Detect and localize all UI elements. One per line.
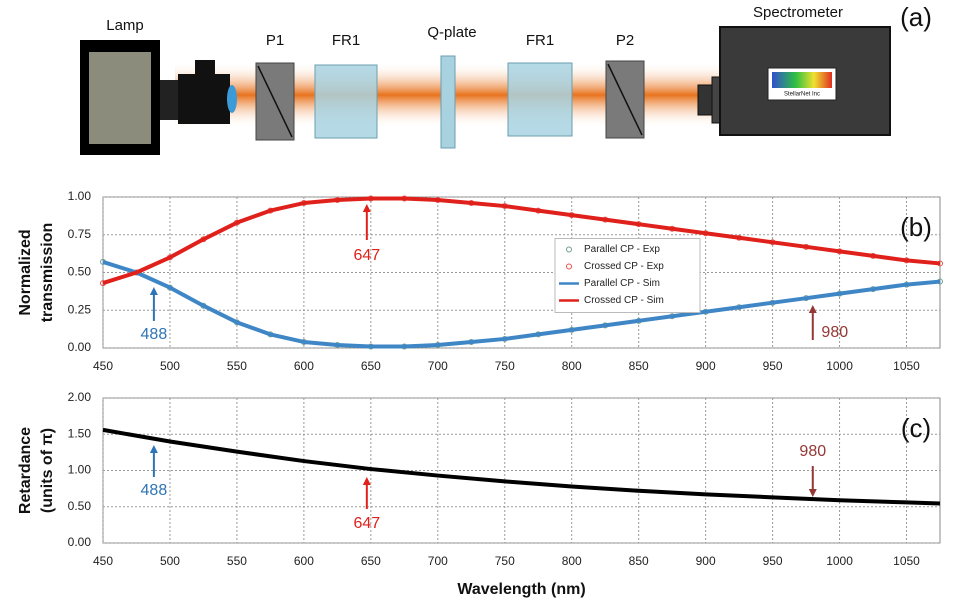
y-axis-label: Retardance	[17, 427, 34, 514]
x-tick-label: 950	[763, 359, 783, 373]
legend-label: Crossed CP - Sim	[584, 295, 664, 306]
annotation-label: 980	[799, 443, 826, 460]
panel-label: (a)	[900, 2, 932, 32]
x-tick-label: 850	[629, 359, 649, 373]
legend-label: Parallel CP - Sim	[584, 278, 660, 289]
x-tick-label: 550	[227, 359, 247, 373]
component-label: P1	[266, 32, 284, 49]
x-tick-label: 850	[629, 554, 649, 568]
x-tick-label: 500	[160, 554, 180, 568]
panel-label: (c)	[901, 413, 931, 443]
annotation-label: 488	[141, 482, 168, 499]
component-label: FR1	[526, 32, 554, 49]
y-tick-label: 0.00	[68, 535, 92, 549]
lamp-connector	[160, 80, 178, 120]
chart: 450 500 550 600 650 700 750 800 850 900 950 1000 105…	[17, 390, 940, 598]
annotation-label: 488	[141, 326, 168, 343]
panel-label: (b)	[900, 212, 932, 242]
x-tick-label: 550	[227, 554, 247, 568]
page: {"diagram": {"labels": ["Lamp", "P1", "F…	[0, 0, 954, 610]
x-tick-label: 650	[361, 359, 381, 373]
x-tick-label: 450	[93, 359, 113, 373]
x-tick-label: 900	[696, 554, 716, 568]
component-label: P2	[616, 32, 634, 49]
x-tick-label: 1050	[893, 554, 920, 568]
legend-label: Parallel CP - Exp	[584, 244, 660, 255]
component-label: Lamp	[106, 17, 144, 34]
setup-diagram: StellarNet Inc Lamp P1 FR1 Q-plate FR1 P…	[80, 2, 932, 155]
x-tick-label: 800	[562, 554, 582, 568]
x-tick-label: 800	[562, 359, 582, 373]
x-tick-label: 600	[294, 554, 314, 568]
faraday-rotator	[508, 63, 572, 136]
x-tick-label: 700	[428, 359, 448, 373]
component-label: Q-plate	[427, 24, 476, 41]
y-tick-label: 2.00	[68, 390, 92, 404]
y-tick-label: 1.50	[68, 426, 92, 440]
component-label: FR1	[332, 32, 360, 49]
faraday-rotator	[315, 65, 377, 138]
x-tick-label: 1000	[826, 554, 853, 568]
y-tick-label: 0.50	[68, 499, 92, 513]
lamp-bulb	[89, 52, 151, 144]
y-axis-label: transmission	[39, 223, 56, 323]
y-tick-label: 0.50	[68, 265, 92, 279]
y-tick-label: 0.75	[68, 227, 92, 241]
x-tick-label: 1050	[893, 359, 920, 373]
logo-text: StellarNet Inc	[784, 92, 820, 98]
annotation-label: 647	[353, 515, 380, 532]
y-tick-label: 1.00	[68, 189, 92, 203]
y-tick-label: 0.25	[68, 302, 92, 316]
x-tick-label: 900	[696, 359, 716, 373]
x-tick-label: 450	[93, 554, 113, 568]
x-tick-label: 1000	[826, 359, 853, 373]
x-tick-label: 750	[495, 554, 515, 568]
legend-label: Crossed CP - Exp	[584, 261, 664, 272]
x-tick-label: 500	[160, 359, 180, 373]
q-plate	[441, 56, 455, 148]
x-tick-label: 600	[294, 359, 314, 373]
x-tick-label: 950	[763, 554, 783, 568]
y-axis-label: Normalized	[17, 229, 34, 315]
x-tick-label: 650	[361, 554, 381, 568]
figure: StellarNet Inc Lamp P1 FR1 Q-plate FR1 P…	[0, 0, 954, 610]
annotation-label: 647	[353, 247, 380, 264]
logo-spectrum	[772, 72, 832, 88]
component-label: Spectrometer	[753, 4, 843, 21]
lamp-knob	[195, 60, 215, 74]
lamp-lens-housing	[178, 74, 230, 124]
chart: 450 500 550 600 650 700 750 800 850 900 950 1000 105…	[17, 189, 942, 373]
y-axis-label: (units of π)	[39, 428, 56, 513]
y-tick-label: 0.00	[68, 340, 92, 354]
lamp-lens	[227, 85, 237, 113]
x-tick-label: 750	[495, 359, 515, 373]
y-tick-label: 1.00	[68, 463, 92, 477]
x-axis-label: Wavelength (nm)	[457, 581, 585, 598]
annotation-label: 980	[821, 324, 848, 341]
x-tick-label: 700	[428, 554, 448, 568]
